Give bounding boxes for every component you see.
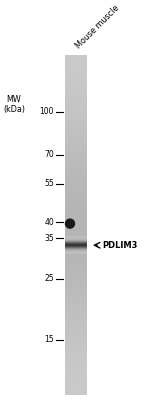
Text: 100: 100 bbox=[39, 108, 54, 116]
Text: MW
(kDa): MW (kDa) bbox=[3, 95, 25, 114]
Text: 25: 25 bbox=[44, 274, 54, 283]
Ellipse shape bbox=[65, 219, 75, 228]
Text: 55: 55 bbox=[44, 179, 54, 188]
Text: PDLIM3: PDLIM3 bbox=[102, 241, 137, 250]
Text: Mouse muscle: Mouse muscle bbox=[74, 3, 121, 50]
Text: 15: 15 bbox=[44, 336, 54, 344]
Text: 35: 35 bbox=[44, 234, 54, 243]
Text: 70: 70 bbox=[44, 150, 54, 159]
Text: 40: 40 bbox=[44, 218, 54, 227]
